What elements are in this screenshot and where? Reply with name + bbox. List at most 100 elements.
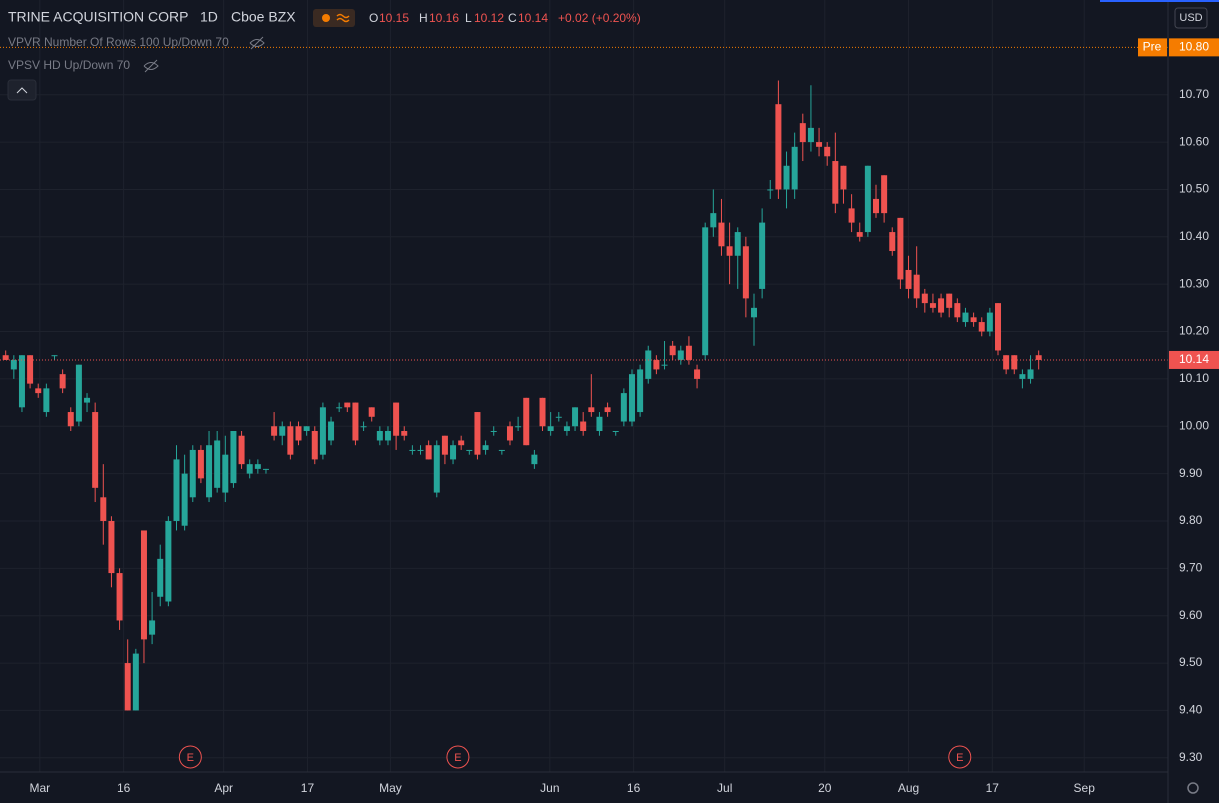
candle-body (515, 426, 522, 428)
candle-body (384, 430, 391, 441)
candle-body (425, 445, 432, 460)
candle-body (466, 449, 473, 451)
candle-body (368, 407, 375, 417)
candle-body (555, 416, 562, 418)
x-tick-label: 16 (627, 781, 641, 795)
candle-body (734, 232, 741, 256)
candle-body (206, 445, 213, 498)
y-tick-label: 9.30 (1179, 750, 1203, 764)
y-tick-label: 10.30 (1179, 276, 1209, 290)
collapse-button[interactable] (7, 79, 37, 101)
y-tick-label: 9.50 (1179, 655, 1203, 669)
candle-body (27, 355, 34, 384)
y-tick-label: 10.10 (1179, 371, 1209, 385)
indicator-label[interactable]: VPVR Number Of Rows 100 Up/Down 70 (8, 35, 229, 49)
symbol-title[interactable]: TRINE ACQUISITION CORP (8, 9, 188, 25)
candle-body (100, 497, 107, 521)
settings-icon[interactable] (1187, 782, 1199, 794)
candle-body (450, 445, 457, 460)
candle-body (824, 146, 831, 157)
candle-body (35, 388, 42, 394)
candle-body (677, 350, 684, 360)
hide-icon[interactable] (249, 36, 265, 50)
earnings-marker[interactable] (446, 745, 470, 769)
candle-body (531, 454, 538, 465)
candle-body (710, 213, 717, 228)
candle-body (157, 558, 164, 597)
candle-body (401, 430, 408, 436)
candle-body (694, 369, 701, 379)
x-tick-label: Apr (214, 781, 233, 795)
candle-body (897, 217, 904, 280)
candle-body (18, 355, 25, 408)
candle-body (197, 449, 204, 479)
x-tick-label: 17 (301, 781, 315, 795)
candle-body (319, 407, 326, 455)
currency-box[interactable] (1174, 7, 1208, 29)
candle-body (181, 473, 188, 526)
hide-icon[interactable] (143, 59, 159, 73)
earnings-marker[interactable] (948, 745, 972, 769)
grid (0, 0, 1168, 772)
exchange: Cboe BZX (231, 9, 296, 25)
candle-body (995, 303, 1002, 351)
candle-body (287, 426, 294, 455)
earnings-label: E (956, 752, 963, 764)
candle-body (84, 397, 91, 403)
candle-body (921, 293, 928, 304)
candle-body (799, 123, 806, 143)
earnings-marker[interactable] (178, 745, 202, 769)
last-price-badge (1169, 350, 1219, 369)
candle-body (458, 440, 465, 446)
legend-close-label: C (508, 11, 517, 25)
x-tick-label: 17 (986, 781, 1000, 795)
market-status-badge[interactable] (313, 9, 355, 27)
indicator-label[interactable]: VPSV HD Up/Down 70 (8, 58, 130, 72)
pre-market-price: 10.80 (1179, 40, 1209, 54)
candle-body (929, 303, 936, 308)
interval[interactable]: 1D (200, 9, 218, 25)
candle-body (254, 464, 261, 469)
candle-body (189, 449, 196, 498)
y-tick-label: 9.80 (1179, 513, 1203, 527)
candle-body (669, 345, 676, 356)
collapse-icon (16, 87, 28, 94)
x-tick-label: Jun (540, 781, 559, 795)
candle-body (612, 430, 619, 432)
candle-body (59, 374, 66, 389)
currency: USD (1179, 12, 1202, 24)
candle-body (750, 307, 757, 318)
candle-body (173, 459, 180, 521)
y-tick-label: 9.90 (1179, 466, 1203, 480)
candle-body (360, 426, 367, 428)
candle-body (108, 520, 115, 574)
candle-body (986, 312, 993, 332)
candle-body (791, 146, 798, 190)
candle-body (1027, 369, 1034, 379)
candle-body (149, 620, 156, 635)
candle-body (295, 426, 302, 441)
candle-body (230, 430, 237, 484)
legend-close: 10.14 (518, 11, 548, 25)
candle-body (376, 430, 383, 441)
candle-body (718, 222, 725, 247)
candle-body (702, 227, 709, 356)
x-tick-label: Aug (898, 781, 919, 795)
candle-body (547, 426, 554, 431)
candle-body (409, 449, 416, 451)
candle-body (1011, 355, 1018, 370)
candle-body (238, 435, 245, 465)
candle-body (604, 407, 611, 413)
candle-body (279, 426, 286, 436)
y-tick-label: 9.40 (1179, 703, 1203, 717)
candle-body (580, 421, 587, 431)
x-tick-label: Mar (30, 781, 51, 795)
y-tick-label: 10.40 (1179, 229, 1209, 243)
candle-body (328, 421, 335, 441)
candle-body (352, 402, 359, 441)
y-tick-label: 9.60 (1179, 608, 1203, 622)
market-status-icon (322, 14, 330, 22)
